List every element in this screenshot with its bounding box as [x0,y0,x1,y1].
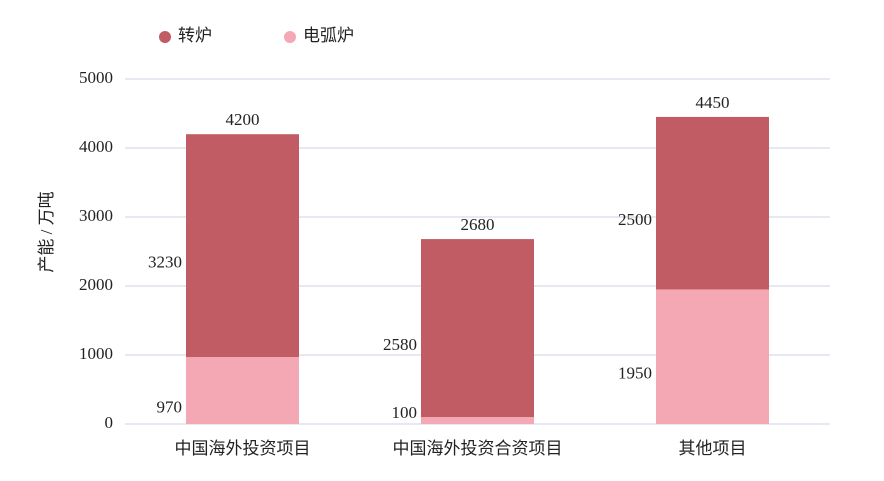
value-label: 2500 [618,210,652,229]
total-label: 4200 [226,110,260,129]
value-label: 3230 [148,253,182,272]
y-tick-label: 2000 [79,275,113,294]
value-label: 100 [392,403,418,422]
y-tick-label: 5000 [79,68,113,87]
total-label: 4450 [696,93,730,112]
y-axis-label: 产能 / 万吨 [37,191,56,272]
legend-label: 电弧炉 [303,26,354,45]
bar-segment [656,116,769,290]
y-tick-label: 1000 [79,344,113,363]
y-tick-label: 3000 [79,206,113,225]
value-label: 1950 [618,364,652,383]
bar-segment [656,289,769,424]
y-tick-label: 0 [105,413,114,432]
bar-segment [186,134,299,358]
x-tick-label: 中国海外投资项目 [175,439,311,458]
x-tick-label: 中国海外投资合资项目 [393,439,563,458]
legend-marker [284,31,296,43]
bar-segment [186,357,299,424]
legend-label: 转炉 [178,26,212,45]
bar-segment [421,239,534,418]
value-label: 970 [157,397,183,416]
value-label: 2580 [383,335,417,354]
x-tick-label: 其他项目 [679,439,747,458]
y-tick-label: 4000 [79,137,113,156]
total-label: 2680 [461,215,495,234]
legend-marker [159,31,171,43]
bar-segment [421,417,534,424]
